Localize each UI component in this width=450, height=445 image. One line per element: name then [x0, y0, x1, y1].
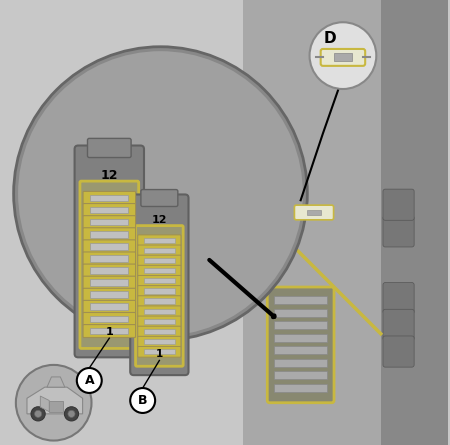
- FancyBboxPatch shape: [138, 245, 181, 256]
- Circle shape: [31, 407, 45, 421]
- Bar: [90, 194, 128, 201]
- FancyBboxPatch shape: [83, 216, 135, 229]
- Polygon shape: [40, 396, 49, 412]
- Bar: [90, 231, 128, 238]
- Bar: [144, 299, 175, 304]
- Bar: [144, 278, 175, 283]
- FancyBboxPatch shape: [83, 191, 135, 204]
- FancyBboxPatch shape: [138, 326, 181, 337]
- FancyBboxPatch shape: [141, 190, 178, 206]
- Bar: [144, 248, 175, 253]
- Circle shape: [77, 368, 102, 393]
- Bar: [144, 308, 175, 314]
- Circle shape: [64, 407, 79, 421]
- FancyBboxPatch shape: [294, 205, 333, 220]
- FancyBboxPatch shape: [138, 286, 181, 296]
- Circle shape: [18, 51, 303, 336]
- Bar: [274, 309, 327, 317]
- FancyBboxPatch shape: [383, 283, 414, 314]
- Text: D: D: [323, 31, 336, 46]
- Bar: [334, 53, 352, 61]
- Text: 12: 12: [100, 169, 118, 182]
- FancyBboxPatch shape: [83, 264, 135, 277]
- Bar: [90, 255, 128, 262]
- Text: 12: 12: [152, 215, 167, 225]
- FancyBboxPatch shape: [383, 189, 414, 220]
- FancyBboxPatch shape: [138, 316, 181, 327]
- Circle shape: [310, 22, 376, 89]
- Polygon shape: [49, 400, 63, 412]
- FancyBboxPatch shape: [383, 336, 414, 367]
- Bar: [144, 349, 175, 355]
- FancyBboxPatch shape: [267, 287, 334, 403]
- Circle shape: [16, 365, 91, 441]
- Bar: [144, 238, 175, 243]
- FancyBboxPatch shape: [83, 300, 135, 313]
- Circle shape: [35, 410, 42, 417]
- FancyBboxPatch shape: [138, 265, 181, 276]
- Bar: [90, 267, 128, 274]
- Text: A: A: [85, 374, 94, 387]
- FancyBboxPatch shape: [138, 275, 181, 286]
- Bar: [274, 371, 327, 379]
- Circle shape: [130, 388, 155, 413]
- Bar: [144, 319, 175, 324]
- FancyBboxPatch shape: [130, 194, 189, 375]
- FancyBboxPatch shape: [135, 226, 183, 366]
- Polygon shape: [27, 387, 83, 414]
- FancyBboxPatch shape: [83, 276, 135, 289]
- FancyBboxPatch shape: [138, 336, 181, 347]
- Polygon shape: [381, 0, 447, 445]
- Circle shape: [68, 410, 75, 417]
- Bar: [144, 288, 175, 294]
- FancyBboxPatch shape: [138, 306, 181, 316]
- Bar: [274, 359, 327, 367]
- FancyBboxPatch shape: [83, 228, 135, 241]
- Text: B: B: [138, 394, 148, 407]
- FancyBboxPatch shape: [87, 138, 131, 158]
- Bar: [144, 329, 175, 334]
- Bar: [90, 303, 128, 310]
- FancyBboxPatch shape: [383, 216, 414, 247]
- FancyBboxPatch shape: [383, 309, 414, 340]
- Bar: [144, 258, 175, 263]
- Bar: [90, 206, 128, 213]
- Bar: [274, 334, 327, 342]
- Bar: [90, 279, 128, 286]
- FancyBboxPatch shape: [138, 296, 181, 307]
- Text: 1: 1: [156, 349, 163, 359]
- Circle shape: [14, 47, 307, 340]
- FancyBboxPatch shape: [321, 49, 365, 66]
- FancyBboxPatch shape: [80, 181, 139, 348]
- Bar: [90, 291, 128, 298]
- FancyBboxPatch shape: [83, 240, 135, 253]
- Bar: [274, 384, 327, 392]
- Polygon shape: [243, 0, 447, 445]
- Text: 1: 1: [105, 327, 113, 336]
- Polygon shape: [47, 377, 65, 387]
- Bar: [274, 296, 327, 304]
- Bar: [274, 346, 327, 354]
- FancyBboxPatch shape: [83, 324, 135, 337]
- FancyBboxPatch shape: [83, 312, 135, 325]
- FancyBboxPatch shape: [83, 252, 135, 265]
- FancyBboxPatch shape: [138, 255, 181, 266]
- Bar: [307, 210, 321, 215]
- FancyBboxPatch shape: [83, 288, 135, 301]
- FancyBboxPatch shape: [138, 347, 181, 357]
- Bar: [90, 243, 128, 250]
- FancyBboxPatch shape: [138, 235, 181, 246]
- Bar: [144, 339, 175, 344]
- Bar: [90, 219, 128, 226]
- Bar: [90, 328, 128, 334]
- Bar: [144, 268, 175, 273]
- Bar: [274, 321, 327, 329]
- FancyBboxPatch shape: [83, 203, 135, 216]
- FancyBboxPatch shape: [75, 146, 144, 357]
- Bar: [90, 316, 128, 322]
